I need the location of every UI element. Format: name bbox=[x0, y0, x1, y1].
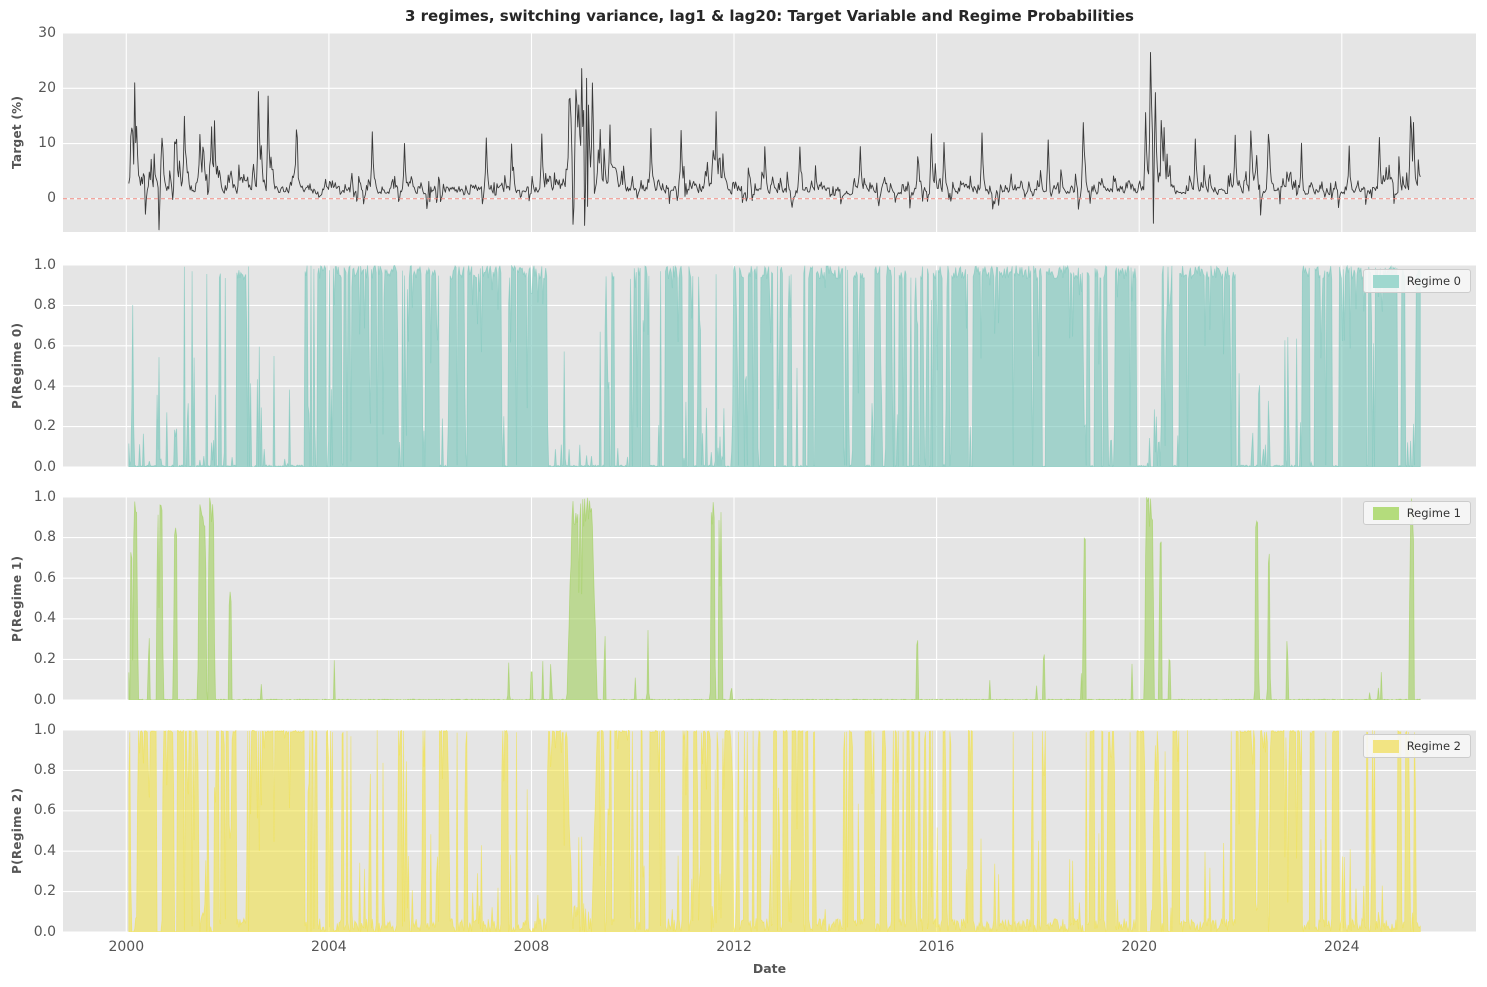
regime2-plot-area bbox=[63, 730, 1476, 932]
legend-patch-regime1 bbox=[1372, 506, 1399, 520]
regime1-plot-area bbox=[63, 497, 1476, 700]
ytick-panel1-1.0: 1.0 bbox=[33, 256, 56, 273]
panel-regime0: Regime 0 bbox=[63, 265, 1476, 467]
xtick-2000: 2000 bbox=[108, 939, 145, 955]
legend-label-regime0: Regime 0 bbox=[1406, 274, 1461, 288]
xtick-2016: 2016 bbox=[918, 939, 955, 955]
legend-patch-regime0 bbox=[1372, 274, 1399, 288]
ytick-panel1-0.8: 0.8 bbox=[33, 296, 56, 313]
legend-regime1: Regime 1 bbox=[1362, 501, 1471, 525]
legend-label-regime2: Regime 2 bbox=[1406, 739, 1461, 753]
target-plot-area bbox=[63, 33, 1476, 232]
ytick-panel0-20: 20 bbox=[38, 79, 56, 96]
xtick-2012: 2012 bbox=[716, 939, 752, 955]
ytick-panel0-0: 0 bbox=[47, 190, 56, 207]
ytick-panel1-0.0: 0.0 bbox=[33, 458, 56, 475]
xtick-2020: 2020 bbox=[1121, 939, 1158, 955]
panel-target bbox=[63, 33, 1476, 232]
legend-regime0: Regime 0 bbox=[1362, 269, 1471, 293]
ytick-panel2-0.2: 0.2 bbox=[33, 650, 56, 667]
ytick-panel0-30: 30 bbox=[38, 24, 56, 41]
ylabel-regime0: P(Regime 0) bbox=[10, 322, 24, 410]
panel-regime1: Regime 1 bbox=[63, 497, 1476, 700]
chart-title: 3 regimes, switching variance, lag1 & la… bbox=[405, 7, 1134, 25]
ytick-panel3-0.6: 0.6 bbox=[33, 802, 56, 819]
ytick-panel3-1.0: 1.0 bbox=[33, 721, 56, 738]
legend-regime2: Regime 2 bbox=[1362, 734, 1471, 758]
ytick-panel1-0.6: 0.6 bbox=[33, 337, 56, 354]
regime0-plot-area bbox=[63, 265, 1476, 467]
ylabel-regime2: P(Regime 2) bbox=[10, 787, 24, 875]
panel-regime2: Regime 2 bbox=[63, 730, 1476, 932]
ytick-panel3-0.2: 0.2 bbox=[33, 883, 56, 900]
ytick-panel3-0.8: 0.8 bbox=[33, 761, 56, 778]
ytick-panel2-0.6: 0.6 bbox=[33, 569, 56, 586]
ytick-panel2-0.0: 0.0 bbox=[33, 691, 56, 708]
xtick-2024: 2024 bbox=[1323, 939, 1360, 955]
ytick-panel1-0.2: 0.2 bbox=[33, 418, 56, 435]
xtick-2008: 2008 bbox=[513, 939, 550, 955]
ytick-panel3-0.4: 0.4 bbox=[33, 842, 56, 859]
ytick-panel2-0.4: 0.4 bbox=[33, 610, 56, 627]
ytick-panel2-0.8: 0.8 bbox=[33, 529, 56, 546]
legend-patch-regime2 bbox=[1372, 739, 1399, 753]
ytick-panel2-1.0: 1.0 bbox=[33, 488, 56, 505]
ytick-panel1-0.4: 0.4 bbox=[33, 377, 56, 394]
legend-label-regime1: Regime 1 bbox=[1406, 506, 1461, 520]
ylabel-regime1: P(Regime 1) bbox=[10, 555, 24, 642]
xtick-2004: 2004 bbox=[311, 939, 347, 955]
xaxis-label: Date bbox=[752, 961, 787, 976]
ytick-panel3-0.0: 0.0 bbox=[33, 923, 56, 940]
ytick-panel0-10: 10 bbox=[38, 135, 56, 152]
